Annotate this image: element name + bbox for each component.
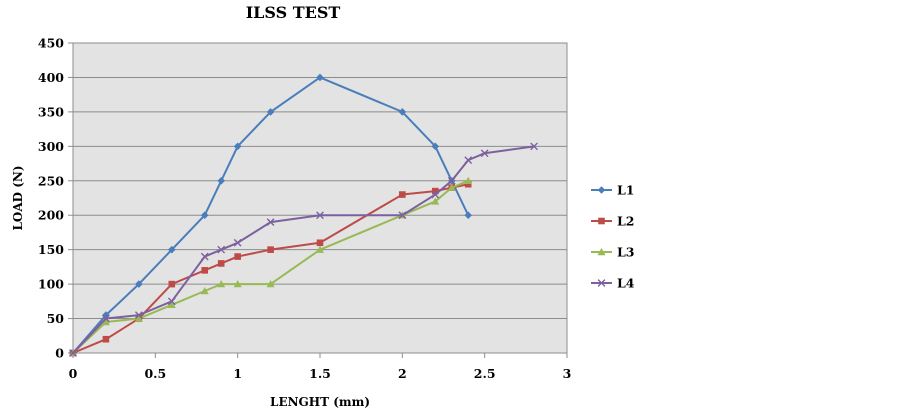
data-point-marker — [266, 218, 275, 227]
x-tick-label: 0.5 — [144, 366, 166, 381]
data-point-marker — [431, 142, 440, 151]
x-axis-ticks: 0 0.5 1 1.5 2 2.5 3 — [69, 353, 572, 381]
data-point-marker — [597, 248, 606, 256]
data-point-marker — [316, 73, 324, 82]
x-tick-label: 1.5 — [309, 366, 331, 381]
chart-title: ILSS TEST — [246, 3, 341, 22]
data-point-marker — [102, 314, 110, 323]
y-tick-label: 300 — [38, 139, 64, 154]
series-l1 — [69, 73, 472, 357]
data-point-marker — [217, 280, 226, 288]
data-point-marker — [134, 311, 143, 320]
data-point-marker — [447, 176, 456, 185]
x-tick-label: 3 — [563, 366, 572, 381]
x-tick-label: 2.5 — [474, 366, 496, 381]
data-point-marker — [266, 108, 275, 116]
y-tick-label: 0 — [55, 346, 64, 361]
data-point-marker — [597, 186, 606, 194]
legend-label: L2 — [617, 214, 635, 229]
data-point-marker — [464, 180, 472, 188]
data-point-marker — [431, 187, 439, 195]
legend-entry: L4 — [591, 276, 635, 291]
data-point-marker — [399, 191, 406, 198]
data-point-marker — [597, 279, 606, 287]
data-point-marker — [200, 252, 209, 261]
data-point-marker — [431, 197, 440, 205]
data-point-marker — [167, 297, 176, 306]
legend-entry: L1 — [591, 183, 635, 198]
data-point-marker — [217, 260, 225, 267]
data-point-marker — [398, 211, 407, 220]
data-point-marker — [167, 300, 176, 308]
data-point-marker — [233, 280, 242, 288]
legend: L1 L2 L3 L4 — [591, 183, 635, 291]
data-point-marker — [168, 280, 176, 288]
data-point-marker — [233, 238, 242, 247]
y-tick-label: 50 — [47, 311, 65, 326]
x-axis-label: LENGHT (mm) — [270, 395, 370, 409]
data-point-marker — [102, 335, 110, 343]
series-layer — [69, 73, 538, 357]
data-point-marker — [201, 267, 209, 274]
data-point-marker — [267, 246, 274, 253]
data-point-marker — [135, 280, 143, 288]
data-point-marker — [464, 156, 473, 165]
data-point-marker — [464, 211, 472, 220]
data-point-marker — [447, 183, 456, 191]
y-tick-label: 200 — [38, 208, 64, 223]
data-point-marker — [398, 108, 407, 116]
data-point-marker — [168, 245, 176, 254]
legend-label: L4 — [617, 276, 635, 291]
data-point-marker — [464, 176, 473, 184]
data-point-marker — [234, 253, 241, 260]
y-tick-label: 400 — [38, 70, 64, 85]
y-axis-ticks: 0 50 100 150 200 250 300 350 400 450 — [38, 36, 73, 361]
legend-label: L1 — [617, 183, 635, 198]
data-point-marker — [69, 349, 77, 357]
data-point-marker — [101, 318, 110, 326]
legend-label: L3 — [617, 245, 635, 260]
data-point-marker — [217, 176, 225, 185]
data-point-marker — [316, 245, 324, 253]
legend-entry: L2 — [591, 214, 635, 229]
plot-area — [72, 42, 568, 354]
data-point-marker — [200, 211, 209, 220]
x-tick-label: 2 — [398, 366, 407, 381]
data-point-marker — [233, 142, 242, 151]
data-point-marker — [530, 142, 538, 151]
y-tick-label: 450 — [38, 36, 64, 51]
legend-entry: L3 — [591, 245, 635, 260]
data-point-marker — [316, 211, 324, 220]
data-point-marker — [266, 280, 275, 288]
y-tick-label: 250 — [38, 173, 64, 188]
series-l4 — [69, 142, 538, 357]
x-tick-label: 1 — [233, 366, 242, 381]
data-point-marker — [134, 314, 143, 322]
data-point-marker — [316, 239, 324, 247]
y-tick-label: 150 — [38, 242, 64, 257]
y-axis-label: LOAD (N) — [11, 165, 25, 230]
y-tick-label: 350 — [38, 104, 64, 119]
x-tick-label: 0 — [69, 366, 78, 381]
data-point-marker — [200, 287, 209, 295]
gridlines — [73, 42, 567, 320]
data-point-marker — [217, 245, 226, 254]
y-tick-label: 100 — [38, 277, 64, 292]
data-point-marker — [598, 217, 605, 225]
data-point-marker — [431, 190, 440, 199]
data-point-marker — [480, 149, 489, 158]
